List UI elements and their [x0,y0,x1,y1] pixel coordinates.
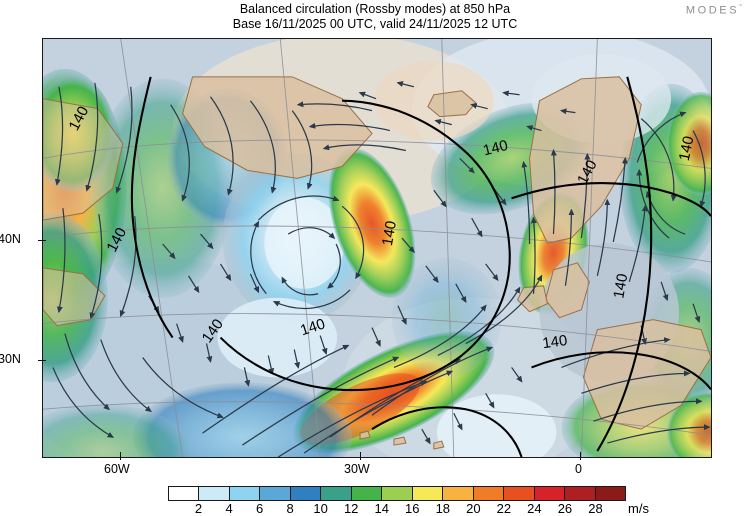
colorbar-tick-18: 18 [435,501,451,516]
colorbar-tick-16: 16 [405,501,420,516]
colorbar-tick-4: 4 [225,501,233,516]
colorbar-segment-6 [351,487,383,500]
page-title: Balanced circulation (Rossby modes) at 8… [239,2,511,16]
colorbar-segment-2 [229,487,261,500]
colorbar-segment-5 [321,487,352,500]
colorbar-segment-3 [260,487,291,500]
modes-logo-text: MODES [685,4,740,17]
colorbar-tick-22: 22 [496,501,512,516]
x-tick-0 [580,452,582,460]
y-axis-label-30n: 30N [0,352,21,366]
svg-text:140: 140 [610,272,631,299]
colorbar-tick-12: 12 [343,501,359,516]
x-axis-label-60w: 60W [104,462,130,476]
y-tick-30n [38,360,46,362]
colorbar-segment-10 [473,487,505,500]
colorbar-segment-13 [565,487,596,500]
map-canvas: 140 140 140 140 140 140 140 140 140 140 [43,39,711,457]
colorbar-segment-14 [595,487,626,500]
colorbar-tick-20: 20 [466,501,481,516]
colorbar-segment-4 [290,487,322,500]
map-plot-area: 140 140 140 140 140 140 140 140 140 140 [42,38,712,458]
colorbar-segment-0 [169,487,200,500]
colorbar-segment-9 [443,487,474,500]
svg-text:140: 140 [541,332,568,352]
x-tick-30w [360,452,362,460]
colorbar-segment-8 [412,487,444,500]
x-axis-label-30w: 30W [344,462,370,476]
svg-text:140: 140 [298,315,327,339]
modes-logo-mark: ° [739,4,742,11]
page-subtitle: Base 16/11/2025 00 UTC, valid 24/11/2025… [232,17,518,31]
chart-title-block: Balanced circulation (Rossby modes) at 8… [0,2,750,32]
svg-text:140: 140 [481,137,509,160]
colorbar-tick-6: 6 [255,501,264,516]
svg-text:140: 140 [676,135,698,163]
colorbar-segment-7 [382,487,413,500]
y-axis-label-40n: 40N [0,232,21,246]
colorbar-tick-10: 10 [313,501,328,516]
colorbar-tick-14: 14 [374,501,389,516]
colorbar-segment-1 [199,487,230,500]
x-tick-60w [120,452,122,460]
svg-text:140: 140 [379,220,400,247]
colorbar-tick-8: 8 [286,501,294,516]
colorbar-units-label: m/s [628,501,649,516]
colorbar-tick-24: 24 [527,501,542,516]
colorbar [168,486,626,501]
colorbar-tick-2: 2 [194,501,203,516]
height-contours [130,76,711,457]
modes-logo: MODES° [686,4,742,17]
x-axis-label-0: 0 [575,462,582,476]
colorbar-tick-28: 28 [588,501,603,516]
colorbar-segment-12 [534,487,566,500]
colorbar-tick-26: 26 [557,501,573,516]
colorbar-segment-11 [504,487,535,500]
y-tick-40n [38,240,46,242]
